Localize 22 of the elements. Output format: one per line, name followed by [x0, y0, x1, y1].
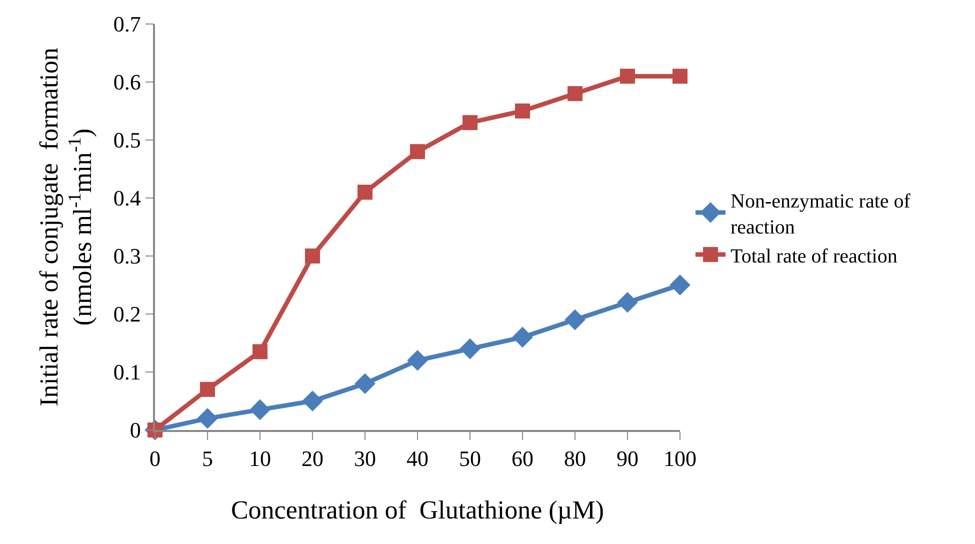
- y-tick-label: 0.3: [113, 244, 141, 269]
- y-tick-label: 0.1: [113, 360, 141, 385]
- x-tick-label: 5: [202, 446, 213, 472]
- legend-label: Non-enzymatic rate of reaction: [730, 190, 911, 238]
- x-tick-label: 10: [249, 446, 271, 472]
- y-tick-label: 0.6: [113, 70, 141, 95]
- y-tick-label: 0.2: [113, 302, 141, 327]
- legend-label: Total rate of reaction: [730, 245, 898, 268]
- y-tick-label: 0.7: [113, 12, 141, 37]
- y-tick-label: 0: [130, 418, 141, 443]
- x-tick-label: 20: [302, 446, 324, 472]
- x-tick-label: 30: [354, 446, 376, 472]
- x-tick-label: 0: [150, 446, 160, 472]
- x-tick-label: 60: [512, 446, 534, 472]
- x-tick-label: 40: [406, 446, 428, 472]
- x-tick-label: 90: [616, 446, 638, 472]
- x-tick-label: 50: [459, 446, 481, 472]
- y-tick-label: 0.4: [113, 186, 141, 211]
- x-axis-title: Concentration of Glutathione (µM): [230, 495, 604, 524]
- y-tick-label: 0.5: [113, 128, 141, 153]
- x-tick-label: 100: [664, 446, 696, 472]
- x-tick-label: 80: [564, 446, 586, 472]
